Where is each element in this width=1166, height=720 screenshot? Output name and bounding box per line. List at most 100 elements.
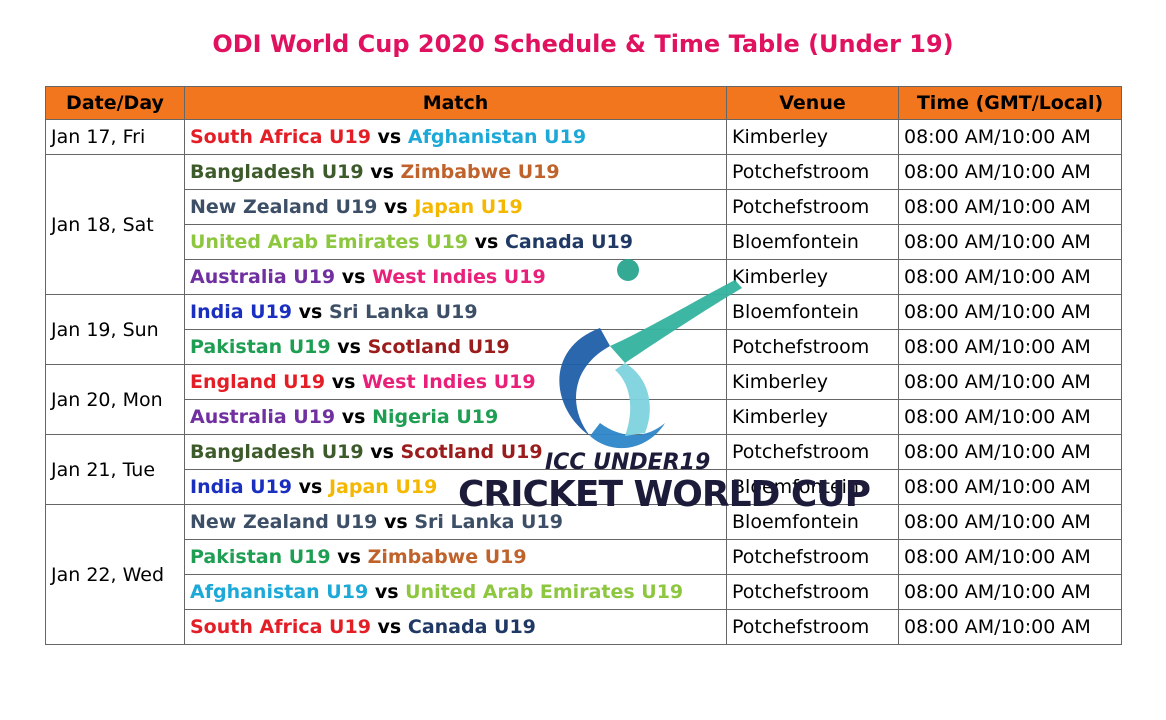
team-2-name: Japan U19 <box>328 476 438 498</box>
venue-cell: Potchefstroom <box>726 434 899 470</box>
time-cell: 08:00 AM/10:00 AM <box>898 119 1122 155</box>
table-row: Jan 21, Tue Bangladesh U19 vs Scotland U1… <box>45 434 1122 505</box>
time-cell: 08:00 AM/10:00 AM <box>898 399 1122 435</box>
team-1-name: United Arab Emirates U19 <box>190 231 469 253</box>
time-cell: 08:00 AM/10:00 AM <box>898 259 1122 295</box>
match-cell: India U19 vs Sri Lanka U19 <box>184 294 727 330</box>
table-row: Pakistan U19 vs Scotland U19 Potchefstroo… <box>46 329 1122 365</box>
vs-label: vs <box>337 546 361 568</box>
match-cell: Afghanistan U19 vs United Arab Emirates … <box>184 574 727 610</box>
vs-label: vs <box>370 161 394 183</box>
vs-label: vs <box>298 476 323 498</box>
match-cell: Pakistan U19 vs Scotland U19 <box>184 329 727 365</box>
column-header-venue: Venue <box>726 86 899 120</box>
time-cell: 08:00 AM/10:00 AM <box>898 469 1122 505</box>
venue-cell: Kimberley <box>726 259 899 295</box>
time-cell: 08:00 AM/10:00 AM <box>898 329 1122 365</box>
match-cell: Bangladesh U19 vs Scotland U19 <box>184 434 727 470</box>
vs-label: vs <box>341 406 366 428</box>
team-1-name: Australia U19 <box>190 406 336 428</box>
vs-label: vs <box>377 616 402 638</box>
match-cell: New Zealand U19 vs Sri Lanka U19 <box>184 504 727 540</box>
team-2-name: United Arab Emirates U19 <box>405 581 684 603</box>
table-row: New Zealand U19 vs Japan U19 Potchefstroo… <box>46 189 1122 225</box>
match-cell: India U19 vs Japan U19 <box>184 469 727 505</box>
time-cell: 08:00 AM/10:00 AM <box>898 609 1122 645</box>
venue-cell: Bloemfontein <box>726 224 899 260</box>
venue-cell: Kimberley <box>726 119 899 155</box>
time-cell: 08:00 AM/10:00 AM <box>898 504 1122 540</box>
vs-label: vs <box>341 266 366 288</box>
table-row: Afghanistan U19 vs United Arab Emirates … <box>46 574 1122 610</box>
venue-cell: Bloemfontein <box>726 294 899 330</box>
team-1-name: Pakistan U19 <box>190 336 331 358</box>
team-2-name: Zimbabwe U19 <box>367 546 527 568</box>
venue-cell: Potchefstroom <box>726 189 899 225</box>
vs-label: vs <box>298 301 323 323</box>
column-header-time: Time (GMT/Local) <box>898 86 1122 120</box>
venue-cell: Potchefstroom <box>726 574 899 610</box>
time-cell: 08:00 AM/10:00 AM <box>898 364 1122 400</box>
time-cell: 08:00 AM/10:00 AM <box>898 434 1122 470</box>
time-cell: 08:00 AM/10:00 AM <box>898 294 1122 330</box>
table-row: India U19 vs Japan U19 Bloemfontein 08:00 … <box>46 469 1122 505</box>
team-2-name: Nigeria U19 <box>372 406 499 428</box>
time-cell: 08:00 AM/10:00 AM <box>898 539 1122 575</box>
team-1-name: Bangladesh U19 <box>190 161 364 183</box>
team-2-name: Zimbabwe U19 <box>400 161 560 183</box>
vs-label: vs <box>374 581 399 603</box>
venue-cell: Potchefstroom <box>726 609 899 645</box>
vs-label: vs <box>384 511 408 533</box>
schedule-body: Jan 17, Fri South Africa U19 vs Afghanist… <box>45 119 1122 645</box>
date-cell: Jan 19, Sun <box>45 294 185 365</box>
table-row: United Arab Emirates U19 vs Canada U19 Bl… <box>46 224 1122 260</box>
team-1-name: South Africa U19 <box>190 616 371 638</box>
table-row: Jan 18, Sat Bangladesh U19 vs Zimbabwe U1… <box>45 154 1122 295</box>
team-2-name: Canada U19 <box>504 231 633 253</box>
vs-label: vs <box>337 336 361 358</box>
match-cell: Australia U19 vs Nigeria U19 <box>184 399 727 435</box>
match-cell: New Zealand U19 vs Japan U19 <box>184 189 727 225</box>
venue-cell: Bloemfontein <box>726 469 899 505</box>
vs-label: vs <box>377 126 402 148</box>
time-cell: 08:00 AM/10:00 AM <box>898 189 1122 225</box>
venue-cell: Potchefstroom <box>726 154 899 190</box>
time-cell: 08:00 AM/10:00 AM <box>898 224 1122 260</box>
team-2-name: Japan U19 <box>414 196 523 218</box>
team-1-name: Australia U19 <box>190 266 336 288</box>
logo-text-icc-under19: ICC UNDER19 <box>545 450 711 475</box>
vs-label: vs <box>384 196 408 218</box>
table-header-row: Date/Day Match Venue Time (GMT/Local) <box>45 86 1122 120</box>
team-1-name: England U19 <box>190 371 326 393</box>
vs-label: vs <box>370 441 394 463</box>
team-1-name: New Zealand U19 <box>190 196 378 218</box>
team-1-name: Bangladesh U19 <box>190 441 364 463</box>
table-row: Jan 20, Mon England U19 vs West Indies U1… <box>45 364 1122 435</box>
venue-cell: Potchefstroom <box>726 539 899 575</box>
team-1-name: Afghanistan U19 <box>190 581 369 603</box>
date-cell: Jan 20, Mon <box>45 364 185 435</box>
table-row: Pakistan U19 vs Zimbabwe U19 Potchefstroo… <box>46 539 1122 575</box>
team-1-name: South Africa U19 <box>190 126 371 148</box>
match-cell: United Arab Emirates U19 vs Canada U19 <box>184 224 727 260</box>
team-1-name: India U19 <box>190 476 293 498</box>
team-2-name: Afghanistan U19 <box>407 126 587 148</box>
team-2-name: Scotland U19 <box>400 441 543 463</box>
venue-cell: Potchefstroom <box>726 329 899 365</box>
vs-label: vs <box>331 371 356 393</box>
match-cell: Pakistan U19 vs Zimbabwe U19 <box>184 539 727 575</box>
table-row: Jan 22, Wed New Zealand U19 vs Sri Lanka … <box>45 504 1122 645</box>
table-row: Australia U19 vs Nigeria U19 Kimberley 08:… <box>46 399 1122 435</box>
table-row: South Africa U19 vs Canada U19 Potchefstr… <box>46 609 1122 645</box>
team-2-name: Canada U19 <box>407 616 536 638</box>
table-row: Jan 17, Fri South Africa U19 vs Afghanist… <box>45 119 1122 155</box>
date-cell: Jan 22, Wed <box>45 504 185 645</box>
page-title: ODI World Cup 2020 Schedule & Time Table… <box>212 30 954 58</box>
date-cell: Jan 18, Sat <box>45 154 185 295</box>
date-cell: Jan 17, Fri <box>45 119 185 155</box>
time-cell: 08:00 AM/10:00 AM <box>898 154 1122 190</box>
logo-text-cricket-world-cup: CRICKET WORLD CUP <box>458 474 871 515</box>
team-2-name: West Indies U19 <box>372 266 546 288</box>
team-1-name: India U19 <box>190 301 293 323</box>
venue-cell: Kimberley <box>726 364 899 400</box>
